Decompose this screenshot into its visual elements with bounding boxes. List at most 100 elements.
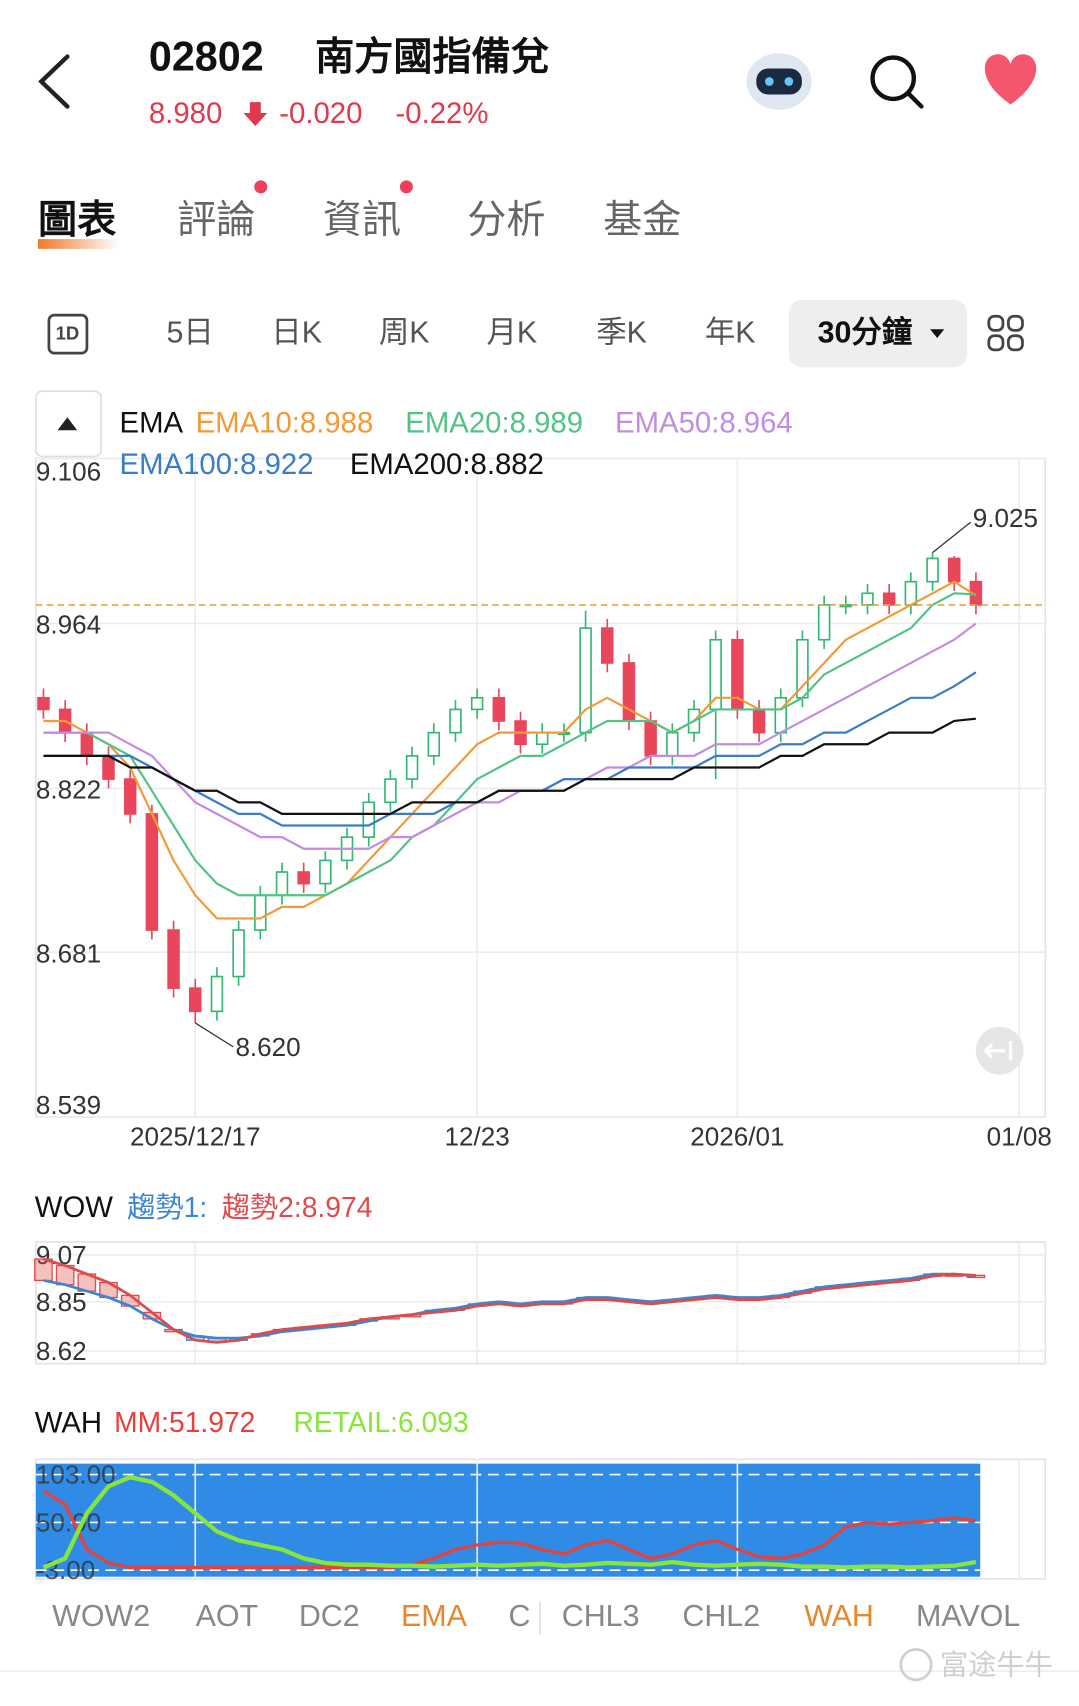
candle-body [145, 813, 159, 931]
candle-body [904, 580, 918, 606]
indicator-tab[interactable]: MAVOL [916, 1599, 1020, 1633]
indicator-tab[interactable]: DC2 [299, 1599, 360, 1633]
active-tab-underline [38, 239, 120, 249]
ema-line [43, 717, 976, 815]
period-option[interactable]: 季K [596, 316, 647, 350]
indicator-line [42, 1489, 977, 1570]
y-tick-label: 103.00 [36, 1460, 116, 1490]
legend-entry: MM:51.972 [114, 1406, 255, 1438]
candle-body [492, 696, 506, 722]
back-button[interactable] [38, 54, 70, 109]
price: 8.980 [149, 97, 222, 130]
period-option[interactable]: 日K [271, 316, 322, 350]
candle-body [535, 731, 549, 746]
ema-line [43, 592, 976, 897]
return-latest-button[interactable] [975, 1026, 1024, 1075]
indicator-tab[interactable]: C [509, 1599, 531, 1633]
favorite-icon[interactable] [984, 54, 1037, 105]
trend-line [43, 1272, 977, 1340]
indicator-tab[interactable]: EMA [401, 1599, 468, 1633]
legend-entry: EMA10:8.988 [196, 407, 374, 440]
legend-entry: 趨勢1: [127, 1191, 207, 1223]
candle-body [188, 987, 202, 1013]
ema-line [43, 671, 977, 827]
tab[interactable]: 分析 [467, 199, 545, 242]
legend-entry: EMA100:8.922 [120, 448, 314, 481]
indicator-tab[interactable]: CHL2 [682, 1599, 760, 1633]
notification-dot [399, 180, 413, 194]
assistant-icon[interactable] [746, 53, 812, 110]
candle-body [666, 731, 679, 757]
candle-body [362, 801, 375, 838]
search-icon[interactable] [870, 55, 924, 109]
candle-body [817, 604, 831, 641]
x-tick-label: 01/08 [987, 1122, 1052, 1152]
legend-entry: RETAIL:6.093 [293, 1406, 468, 1438]
tab[interactable]: 評論 [177, 199, 255, 242]
candle-body [405, 755, 419, 780]
indicator-title: WOW [35, 1191, 113, 1224]
tab[interactable]: 基金 [603, 199, 681, 242]
indicator-tab[interactable]: AOT [196, 1599, 259, 1633]
indicator-background [35, 1463, 981, 1577]
y-tick-label: 8.822 [36, 775, 101, 805]
candle-body [80, 731, 94, 757]
candle-body [861, 592, 874, 606]
legend-entry: EMA20:8.989 [405, 407, 583, 440]
notification-dot [254, 180, 268, 194]
candle-body [752, 708, 766, 734]
y-tick-label: 8.85 [36, 1287, 87, 1317]
candle-body [102, 755, 115, 780]
trend-band [34, 1258, 53, 1282]
collapse-caret [57, 417, 78, 431]
indicator-tab[interactable]: WOW2 [52, 1599, 150, 1633]
period-option[interactable]: 月K [486, 316, 537, 350]
candle-body [167, 929, 180, 989]
period-option[interactable]: 5日 [166, 316, 213, 350]
candle-body [319, 859, 332, 885]
candle-body [601, 627, 614, 664]
candle-body [37, 696, 50, 711]
candle-body [579, 627, 592, 734]
x-tick-label: 12/23 [445, 1122, 510, 1152]
candle-body [644, 720, 657, 757]
period-option[interactable]: 30分鐘 [818, 315, 913, 350]
y-tick-label: 9.106 [36, 457, 101, 487]
min-label: 8.620 [235, 1032, 300, 1062]
stock-code: 02802 [149, 34, 264, 80]
watermark-logo [899, 1648, 933, 1682]
stock-name: 南方國指備兌 [315, 36, 550, 79]
indicator-line [42, 1474, 977, 1570]
candle-body [297, 871, 310, 885]
tab[interactable]: 資訊 [323, 199, 401, 242]
indicator-tab[interactable]: WAH [804, 1599, 874, 1633]
selected-period-bg [788, 299, 968, 368]
candle-body [947, 557, 961, 583]
trend-line [43, 1257, 976, 1344]
indicator-tab[interactable]: CHL3 [562, 1599, 640, 1633]
ema-line [43, 622, 977, 850]
period-option[interactable]: 周K [379, 316, 430, 350]
y-tick-label: 8.539 [36, 1090, 101, 1120]
intraday-box[interactable] [47, 313, 89, 355]
tab[interactable]: 圖表 [38, 199, 117, 242]
indicator-title: WAH [35, 1406, 102, 1439]
y-tick-label: 8.62 [36, 1336, 87, 1366]
layout-icon[interactable] [987, 314, 1024, 352]
candle-body [774, 696, 788, 734]
period-option[interactable]: 年K [705, 316, 756, 350]
candle-body [427, 731, 441, 757]
x-tick-label: 2025/12/17 [130, 1122, 260, 1152]
candle-body [210, 975, 224, 1013]
max-label: 9.025 [973, 503, 1038, 533]
legend-entry: EMA50:8.964 [615, 407, 793, 440]
watermark: 富途牛牛 [940, 1648, 1053, 1680]
price-change-percent: -0.22% [396, 97, 489, 130]
legend-title: EMA [120, 407, 184, 440]
legend-entry: EMA200:8.882 [350, 448, 544, 481]
dropdown-caret [930, 329, 945, 338]
candle-body [926, 557, 939, 583]
period-option[interactable]: 1D [56, 323, 80, 344]
